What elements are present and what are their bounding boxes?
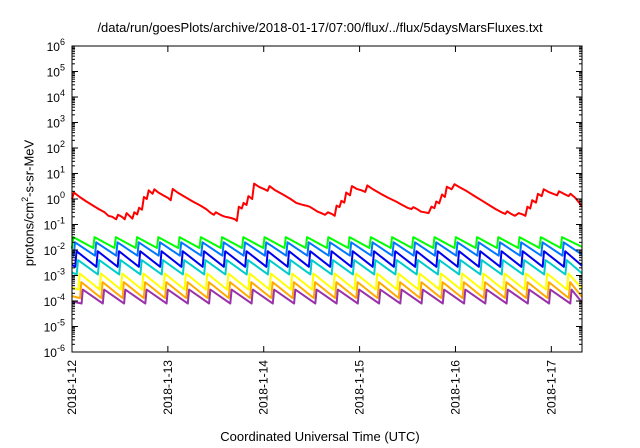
y-tick-label: 10-3 xyxy=(44,267,65,284)
x-axis-label: Coordinated Universal Time (UTC) xyxy=(220,429,420,444)
series-line-1 xyxy=(71,236,583,249)
plot-frame xyxy=(71,45,583,353)
series-line-7 xyxy=(71,288,583,305)
y-tick-label: 104 xyxy=(47,88,65,105)
x-tick-label: 2018-1-17 xyxy=(544,360,558,415)
y-tick-label: 10-4 xyxy=(44,292,65,309)
series-line-6 xyxy=(71,281,583,300)
x-tick-label: 2018-1-12 xyxy=(65,360,79,415)
y-tick-label: 10-5 xyxy=(44,318,65,335)
series-line-4 xyxy=(71,259,583,276)
y-tick-label: 105 xyxy=(47,63,65,80)
x-tick-label: 2018-1-15 xyxy=(353,360,367,415)
y-tick-label: 103 xyxy=(47,114,65,131)
chart-title: /data/run/goesPlots/archive/2018-01-17/0… xyxy=(97,20,543,35)
y-tick-label: 102 xyxy=(47,139,65,156)
y-tick-label: 10-2 xyxy=(44,241,65,258)
series-line-5 xyxy=(71,272,583,291)
x-tick-label: 2018-1-13 xyxy=(161,360,175,415)
series-line-2 xyxy=(71,241,583,257)
y-tick-label: 100 xyxy=(47,190,65,207)
x-tick-label: 2018-1-16 xyxy=(448,360,462,415)
x-tick-label: 2018-1-14 xyxy=(257,360,271,415)
y-tick-label: 10-6 xyxy=(44,343,65,360)
y-tick-label: 10-1 xyxy=(44,216,65,233)
series-line-3 xyxy=(71,250,583,268)
series-line-0 xyxy=(71,182,583,222)
y-tick-label: 101 xyxy=(47,165,65,182)
y-tick-label: 106 xyxy=(47,37,65,54)
